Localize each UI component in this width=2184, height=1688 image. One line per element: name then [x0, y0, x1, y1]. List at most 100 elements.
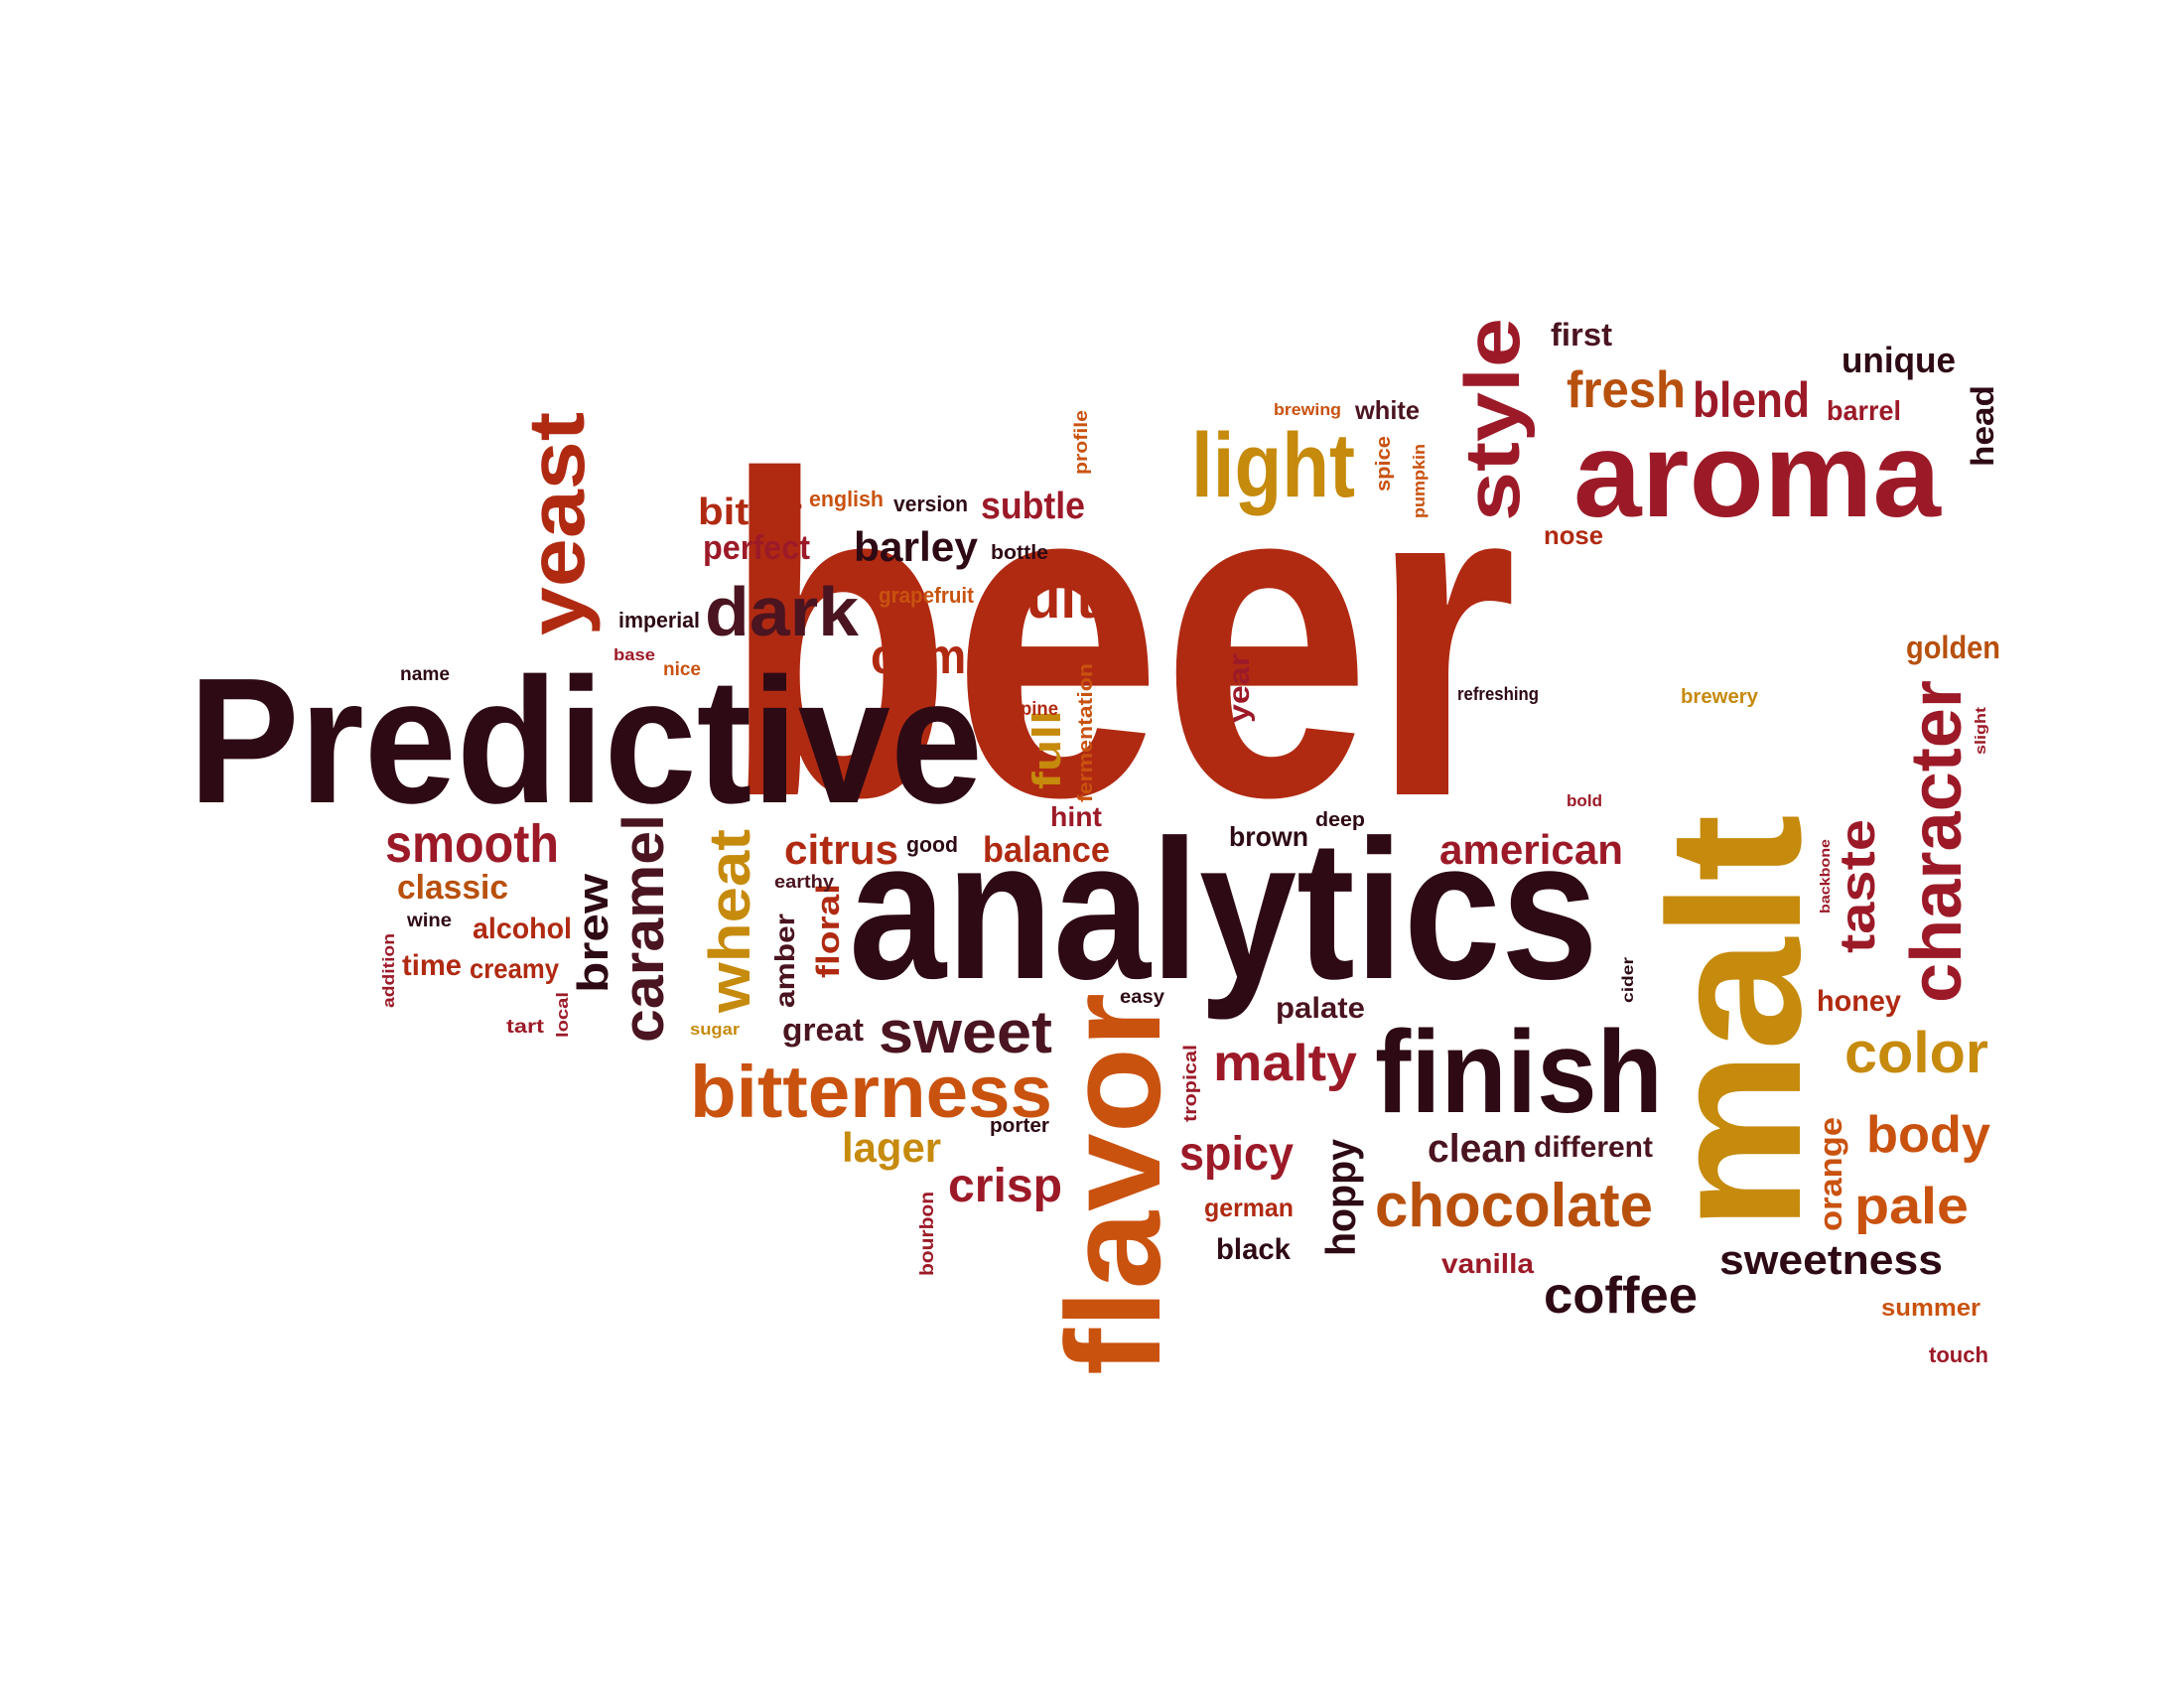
word-addition: addition: [379, 933, 398, 1008]
word-creamy: creamy: [470, 953, 559, 984]
word-white: white: [1354, 395, 1420, 425]
word-yeast: yeast: [512, 412, 601, 635]
word-unique: unique: [1842, 340, 1956, 380]
word-clean: clean: [1428, 1127, 1527, 1171]
word-nose: nose: [1544, 520, 1603, 550]
word-full: full: [1025, 710, 1069, 789]
word-perfect: perfect: [703, 529, 810, 567]
word-spice: spice: [1373, 436, 1395, 492]
word-caramel: caramel: [612, 814, 676, 1043]
word-bitter: bitter: [698, 492, 802, 533]
word-barrel: barrel: [1827, 395, 1901, 426]
word-malty: malty: [1213, 1035, 1357, 1092]
word-pumpkin: pumpkin: [1410, 444, 1429, 518]
word-german: german: [1204, 1193, 1294, 1222]
word-touch: touch: [1929, 1342, 1988, 1367]
word-predictive: Predictive: [189, 641, 983, 841]
word-brew: brew: [569, 873, 617, 993]
word-brewery: brewery: [1681, 686, 1759, 708]
word-sweet: sweet: [879, 999, 1052, 1065]
word-beer: beer: [723, 382, 1517, 892]
word-tart: tart: [506, 1017, 545, 1038]
word-wine: wine: [406, 911, 452, 931]
word-profile: profile: [1071, 410, 1091, 475]
word-name: name: [400, 664, 450, 685]
word-recipe: recipe: [1198, 618, 1215, 673]
word-slight: slight: [1973, 707, 1989, 755]
word-sugar: sugar: [690, 1020, 740, 1039]
word-porter: porter: [990, 1115, 1049, 1137]
word-bold: bold: [1567, 791, 1602, 810]
word-smooth: smooth: [385, 814, 559, 874]
word-character: character: [1897, 680, 1977, 1003]
word-bottle: bottle: [991, 542, 1048, 564]
word-subtle: subtle: [981, 486, 1085, 527]
word-version: version: [893, 492, 968, 516]
word-citrus: citrus: [784, 826, 898, 873]
word-black: black: [1216, 1233, 1291, 1266]
word-first: first: [1551, 317, 1612, 352]
word-hoppy: hoppy: [1317, 1138, 1364, 1256]
word-nice: nice: [663, 659, 701, 680]
word-aroma: aroma: [1573, 407, 1942, 542]
word-dark: dark: [705, 573, 859, 650]
word-different: different: [1534, 1131, 1653, 1164]
word-deep: deep: [1315, 809, 1365, 831]
word-honey: honey: [1817, 985, 1901, 1018]
word-backbone: backbone: [1817, 839, 1833, 914]
word-fruit: fruit: [986, 567, 1095, 630]
word-hint: hint: [1050, 801, 1102, 832]
word-balance: balance: [983, 829, 1110, 870]
word-wheat: wheat: [698, 829, 762, 1014]
word-spicy: spicy: [1179, 1128, 1294, 1181]
word-orange: orange: [1813, 1117, 1848, 1231]
word-body: body: [1866, 1106, 1990, 1164]
word-bourbon: bourbon: [917, 1192, 938, 1276]
word-flavor: flavor: [1038, 993, 1188, 1375]
word-taste: taste: [1830, 819, 1885, 953]
word-american: american: [1439, 826, 1623, 873]
word-palate: palate: [1276, 992, 1365, 1025]
word-imperial: imperial: [618, 608, 700, 633]
word-fermentation: fermentation: [1075, 663, 1097, 802]
word-pine: pine: [1021, 699, 1058, 720]
word-brown: brown: [1229, 821, 1308, 852]
word-blend: blend: [1693, 372, 1810, 428]
word-color: color: [1844, 1021, 1988, 1085]
word-floral: floral: [810, 884, 846, 978]
word-easy: easy: [1120, 987, 1164, 1008]
word-time: time: [402, 949, 462, 982]
word-coffee: coffee: [1544, 1267, 1698, 1325]
word-head: head: [1965, 385, 2000, 467]
word-complex: complex: [871, 629, 1059, 684]
word-year: year: [1223, 653, 1256, 723]
word-sweetness: sweetness: [1719, 1236, 1943, 1283]
word-finish: finish: [1375, 1007, 1663, 1138]
word-tropical: tropical: [1180, 1045, 1200, 1122]
word-base: base: [614, 645, 655, 664]
word-analytics: analytics: [849, 799, 1598, 1021]
word-brewing: brewing: [1274, 400, 1341, 419]
word-great: great: [782, 1012, 864, 1048]
word-crisp: crisp: [948, 1160, 1062, 1212]
word-style: style: [1448, 318, 1536, 521]
word-alcohol: alcohol: [473, 913, 572, 945]
word-vanilla: vanilla: [1441, 1248, 1534, 1279]
word-local: local: [553, 992, 572, 1038]
word-chocolate: chocolate: [1375, 1172, 1653, 1240]
word-amber: amber: [769, 914, 800, 1008]
word-fresh: fresh: [1567, 361, 1686, 419]
word-refreshing: refreshing: [1457, 684, 1539, 704]
word-cider: cider: [1620, 957, 1637, 1003]
word-earthy: earthy: [774, 872, 834, 892]
word-summer: summer: [1881, 1295, 1980, 1322]
word-lager: lager: [842, 1124, 941, 1171]
word-golden: golden: [1906, 630, 2000, 665]
word-english: english: [809, 487, 884, 511]
word-bitterness: bitterness: [690, 1051, 1052, 1133]
word-classic: classic: [397, 869, 508, 907]
word-grapefruit: grapefruit: [879, 583, 975, 608]
word-light: light: [1191, 415, 1355, 516]
word-malt: malt: [1630, 814, 1841, 1231]
